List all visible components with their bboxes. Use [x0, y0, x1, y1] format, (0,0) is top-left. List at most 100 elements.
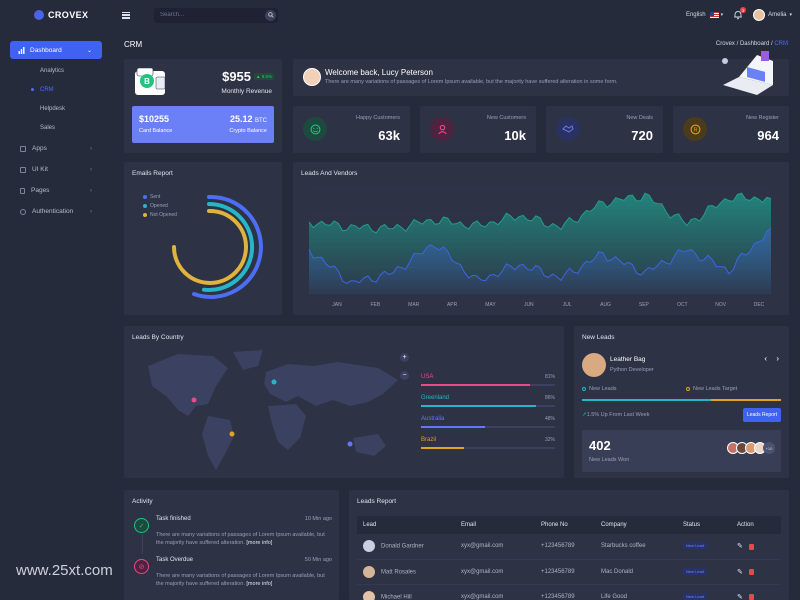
sidebar-item-dashboard[interactable]: Dashboard ⌄ [10, 41, 102, 59]
stat-value: 63k [378, 128, 400, 143]
activity-desc: There are many variations of passages of… [156, 532, 325, 547]
leads-progress-fill [582, 399, 712, 401]
column-header[interactable]: Status [683, 522, 701, 528]
welcome-text: There are many variations of passages of… [325, 79, 618, 85]
sidebar-sub-analytics[interactable]: Analytics [40, 68, 65, 74]
smile-icon [303, 117, 327, 141]
welcome-banner: Welcome back, Lucy Peterson There are ma… [293, 51, 789, 96]
legend-dot-icon [143, 213, 147, 217]
table-row[interactable]: Matt Rosales xyx@gmail.com +123456789 Mac D… [357, 559, 781, 584]
lead-person-role: Python Developer [610, 367, 654, 373]
country-row: Brazil 32% [421, 437, 555, 457]
card-title: Leads Report [357, 498, 397, 505]
notification-bell-icon[interactable]: 3 [733, 7, 747, 20]
delete-icon[interactable] [748, 593, 754, 600]
revenue-change: 8.5% [261, 74, 272, 79]
previous-arrow-icon[interactable]: ‹ [764, 354, 767, 363]
search-input[interactable] [160, 12, 260, 18]
breadcrumb-dashboard[interactable]: Dashboard [739, 41, 770, 47]
user-menu[interactable]: Amelia ▾ [753, 9, 792, 21]
sidebar-item-authentication[interactable]: Authentication › [20, 208, 92, 215]
trend-up-icon: ↗ [582, 412, 587, 418]
edit-icon[interactable]: ✎ [737, 593, 743, 600]
more-info-link[interactable]: [more info] [246, 540, 273, 547]
brand[interactable]: CROVEX [0, 10, 112, 20]
chevron-right-icon: › [90, 145, 92, 152]
card-title: Activity [132, 498, 153, 505]
column-header[interactable]: Email [461, 522, 477, 528]
sidebar-item-pages[interactable]: Pages › [20, 187, 92, 194]
search-box [154, 7, 278, 23]
sidebar-sub-crm[interactable]: CRM [31, 87, 54, 93]
sidebar-item-label: Dashboard [30, 46, 62, 54]
legend-item: New Leads Target [686, 386, 737, 392]
card-title: Leads And Vendors [301, 170, 358, 177]
language-selector[interactable]: English ▾ [686, 12, 723, 18]
search-icon[interactable] [265, 9, 276, 21]
country-name: USA [421, 374, 434, 380]
revenue-label: Monthly Revenue [221, 88, 272, 95]
column-header[interactable]: Action [737, 522, 754, 528]
stat-label: New Register [745, 115, 779, 121]
wallet-illustration-icon: B [135, 67, 166, 95]
sidebar-sub-sales[interactable]: Sales [40, 125, 56, 131]
emails-legend: Sent Opened Not Opened [143, 194, 177, 218]
action-cell: ✎ [737, 559, 781, 584]
leads-won-label: New Leads Won [589, 457, 630, 463]
legend-item: Sent [143, 194, 177, 200]
lead-name: Donald Gardner [381, 543, 424, 550]
notification-count: 3 [740, 7, 747, 13]
sidebar-item-ui-kit[interactable]: UI Kit › [20, 166, 92, 173]
legend-label: Sent [150, 194, 161, 200]
avatar [753, 9, 766, 21]
country-progress-fill [421, 447, 464, 449]
active-dot-icon [31, 88, 34, 91]
country-progress-track [421, 405, 555, 407]
country-name: Australia [421, 416, 445, 422]
breadcrumb-crovex[interactable]: Crovex [715, 41, 735, 47]
action-cell: ✎ [737, 534, 781, 559]
zoom-out-button[interactable]: − [400, 371, 409, 380]
handshake-icon [556, 117, 580, 141]
sidebar: Dashboard ⌄ Analytics CRM Helpdesk Sales… [0, 30, 112, 600]
zoom-in-button[interactable]: + [400, 353, 409, 362]
legend-dot-icon [143, 204, 147, 208]
x-tick-label: APR [447, 302, 458, 308]
emails-radial-chart [172, 194, 263, 299]
stat-card-new-deals: New Deals 720 [546, 106, 663, 153]
edit-icon[interactable]: ✎ [737, 568, 743, 576]
legend-label: Opened [150, 203, 168, 209]
menu-toggle-icon[interactable] [122, 11, 130, 19]
country-row: USA 81% [421, 374, 555, 394]
next-arrow-icon[interactable]: › [776, 354, 779, 363]
edit-icon[interactable]: ✎ [737, 543, 743, 551]
new-leads-card: New Leads Leather Bag Python Developer ‹… [574, 326, 789, 478]
status-cell: New Lead [683, 534, 737, 559]
chevron-down-icon: ▾ [789, 12, 792, 18]
column-header[interactable]: Company [601, 522, 627, 528]
column-header[interactable]: Lead [363, 522, 377, 528]
delete-icon[interactable] [748, 543, 754, 550]
activity-time: 10 Min ago [304, 516, 332, 522]
sidebar-item-apps[interactable]: Apps › [20, 145, 92, 152]
country-name: Brazil [421, 437, 437, 443]
table-row[interactable]: Michael Hill xyx@gmail.com +123456789 Life … [357, 584, 781, 600]
leads-vendors-card: Leads And Vendors JAN FEB MAR APR MAY JUN JUL A… [293, 162, 789, 315]
delete-icon[interactable] [748, 568, 754, 575]
country-percent: 32% [544, 437, 555, 443]
crypto-balance-label: Crypto Balance [229, 128, 267, 134]
chevron-down-icon: ⌄ [86, 47, 92, 54]
more-info-link[interactable]: [more info] [246, 581, 273, 588]
x-tick-label: MAY [485, 302, 496, 308]
activity-time: 50 Min ago [304, 557, 332, 563]
company-cell: Life Good [601, 593, 628, 600]
x-tick-label: DEC [754, 302, 765, 308]
sidebar-sub-helpdesk[interactable]: Helpdesk [40, 106, 66, 112]
breadcrumb-crm: CRM [774, 41, 788, 47]
column-header[interactable]: Phone No [541, 522, 568, 528]
leads-report-button[interactable]: Leads Report [742, 408, 781, 422]
balance-card[interactable]: $10255 Card Balance 25.12 BTC Crypto Bal… [132, 106, 274, 143]
email-cell: xyx@gmail.com [461, 593, 504, 600]
sidebar-item-label: Authentication [32, 208, 74, 215]
table-row[interactable]: Donald Gardner xyx@gmail.com +123456789 Sta… [357, 534, 781, 559]
